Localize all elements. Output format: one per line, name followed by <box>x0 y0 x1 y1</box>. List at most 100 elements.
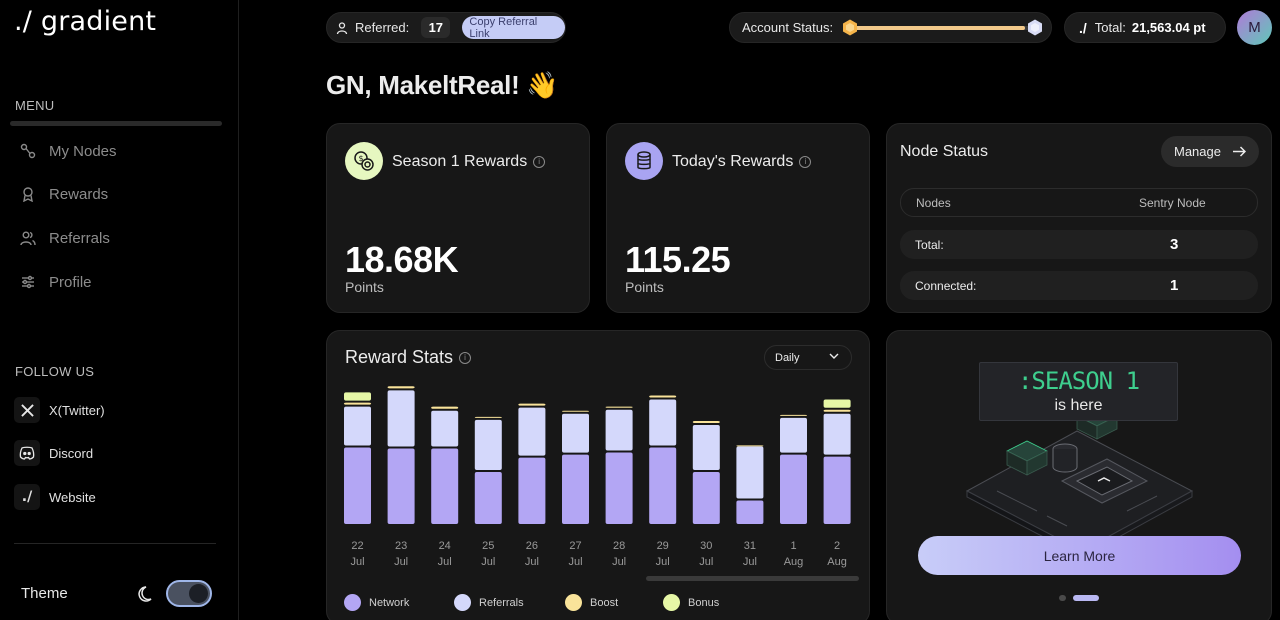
today-rewards-title: Today's Rewards i <box>672 153 812 171</box>
legend-item-referrals[interactable]: Referrals <box>454 594 524 611</box>
bar-segment-referrals[interactable] <box>605 409 633 451</box>
bar-segment-boost[interactable] <box>518 403 546 406</box>
learn-more-button[interactable]: Learn More <box>918 536 1241 575</box>
bar-segment-referrals[interactable] <box>518 407 546 456</box>
sidebar-item-profile[interactable]: Profile <box>20 270 92 294</box>
bar-segment-boost[interactable] <box>474 416 502 418</box>
bar-segment-network[interactable] <box>692 471 720 524</box>
reward-stats-title: Reward Stats i <box>345 347 472 368</box>
bar-segment-referrals[interactable] <box>562 413 589 453</box>
bar-segment-referrals[interactable] <box>431 410 459 447</box>
bar-segment-network[interactable] <box>736 500 764 525</box>
bar-segment-network[interactable] <box>344 447 371 524</box>
x-tick-day: 28 <box>613 540 625 552</box>
bar-segment-referrals[interactable] <box>823 413 851 455</box>
bar-segment-boost[interactable] <box>780 414 807 416</box>
manage-button-label: Manage <box>1174 144 1221 159</box>
theme-toggle[interactable] <box>166 580 212 607</box>
arrow-right-icon <box>1232 144 1247 160</box>
account-status-progress-fill <box>850 26 1025 30</box>
bar-segment-boost[interactable] <box>823 409 851 412</box>
legend-item-network[interactable]: Network <box>344 594 409 611</box>
x-tick-day: 24 <box>439 540 451 552</box>
sidebar-item-label: My Nodes <box>49 142 117 160</box>
today-rewards-value: 115.25 <box>625 239 731 280</box>
season-rewards-title-text: Season 1 Rewards <box>392 153 528 170</box>
x-tick-day: 23 <box>395 540 407 552</box>
legend-item-boost[interactable]: Boost <box>565 594 618 611</box>
sidebar-item-label: Referrals <box>49 229 110 247</box>
bar-segment-referrals[interactable] <box>692 425 720 470</box>
gradient-logo[interactable]: ./ gradient <box>14 6 157 37</box>
chart-scrollbar[interactable] <box>646 576 859 581</box>
follow-discord[interactable]: Discord <box>14 439 93 467</box>
info-icon[interactable]: i <box>459 352 472 365</box>
sidebar-item-rewards[interactable]: Rewards <box>20 182 108 206</box>
period-select[interactable]: Daily <box>764 345 852 370</box>
bar-segment-bonus[interactable] <box>344 392 371 401</box>
chevron-down-icon <box>829 351 839 361</box>
sidebar-item-my-nodes[interactable]: My Nodes <box>20 139 117 163</box>
copy-referral-link-button[interactable]: Copy Referral Link <box>462 16 565 40</box>
bar-segment-network[interactable] <box>780 454 807 524</box>
bar-segment-network[interactable] <box>605 452 633 524</box>
x-twitter-icon <box>14 397 40 423</box>
bar-segment-referrals[interactable] <box>736 446 764 499</box>
bar-segment-network[interactable] <box>387 448 415 524</box>
row-label: Connected: <box>915 279 977 293</box>
total-label: Total: <box>1094 20 1126 35</box>
info-icon[interactable]: i <box>533 155 546 168</box>
website-icon: ./ <box>14 484 40 510</box>
bar-segment-referrals[interactable] <box>780 417 807 453</box>
bar-segment-referrals[interactable] <box>474 419 502 470</box>
account-status-pill: Account Status: <box>729 12 1052 43</box>
bar-segment-boost[interactable] <box>431 406 459 409</box>
bar-segment-network[interactable] <box>823 456 851 524</box>
today-rewards-unit: Points <box>625 279 664 295</box>
referrals-icon <box>20 230 36 246</box>
follow-item-label: Discord <box>49 445 94 461</box>
sidebar: ./ gradient MENU My Nodes Rewards Referr… <box>0 0 239 620</box>
carousel-dot[interactable] <box>1059 595 1066 601</box>
bar-segment-boost[interactable] <box>344 402 371 405</box>
bar-segment-boost[interactable] <box>649 395 677 398</box>
legend-item-bonus[interactable]: Bonus <box>663 594 719 611</box>
bar-segment-bonus[interactable] <box>823 399 851 408</box>
bar-segment-referrals[interactable] <box>344 406 371 446</box>
toggle-knob <box>189 584 208 603</box>
bar-segment-boost[interactable] <box>736 445 764 447</box>
info-icon[interactable]: i <box>799 155 812 168</box>
avatar[interactable]: M <box>1237 10 1272 45</box>
x-tick-month: Aug <box>827 556 847 568</box>
x-tick-day: 2 <box>834 540 840 552</box>
legend-label: Network <box>369 596 410 609</box>
bar-segment-boost[interactable] <box>562 410 589 412</box>
carousel-dot-active[interactable] <box>1073 595 1099 601</box>
season-rewards-card: $ Season 1 Rewards i 18.68K Points <box>326 123 590 313</box>
bar-segment-boost[interactable] <box>692 420 720 424</box>
referred-count-badge: 17 <box>421 17 451 38</box>
reward-stats-title-text: Reward Stats <box>345 347 454 367</box>
legend-swatch <box>454 594 471 611</box>
follow-item-label: X(Twitter) <box>49 402 105 418</box>
legend-label: Bonus <box>688 596 720 609</box>
x-tick-month: Jul <box>438 556 452 568</box>
node-table-header: Nodes Sentry Node <box>900 188 1258 217</box>
bar-segment-referrals[interactable] <box>387 390 415 447</box>
bar-segment-network[interactable] <box>649 447 677 524</box>
bar-segment-network[interactable] <box>431 448 459 524</box>
bar-segment-referrals[interactable] <box>649 399 677 446</box>
bar-segment-network[interactable] <box>562 454 589 524</box>
x-tick-day: 26 <box>526 540 538 552</box>
sidebar-item-referrals[interactable]: Referrals <box>20 226 110 250</box>
follow-x-twitter[interactable]: X(Twitter) <box>14 396 105 424</box>
node-status-title: Node Status <box>900 143 989 160</box>
bar-segment-network[interactable] <box>518 457 546 524</box>
coin-stack-icon <box>625 142 663 180</box>
bar-segment-boost[interactable] <box>387 386 415 389</box>
bar-segment-network[interactable] <box>474 471 502 524</box>
season-rewards-unit: Points <box>345 279 384 295</box>
follow-website[interactable]: ./ Website <box>14 483 96 511</box>
bar-segment-boost[interactable] <box>605 406 633 408</box>
manage-button[interactable]: Manage <box>1161 136 1259 167</box>
